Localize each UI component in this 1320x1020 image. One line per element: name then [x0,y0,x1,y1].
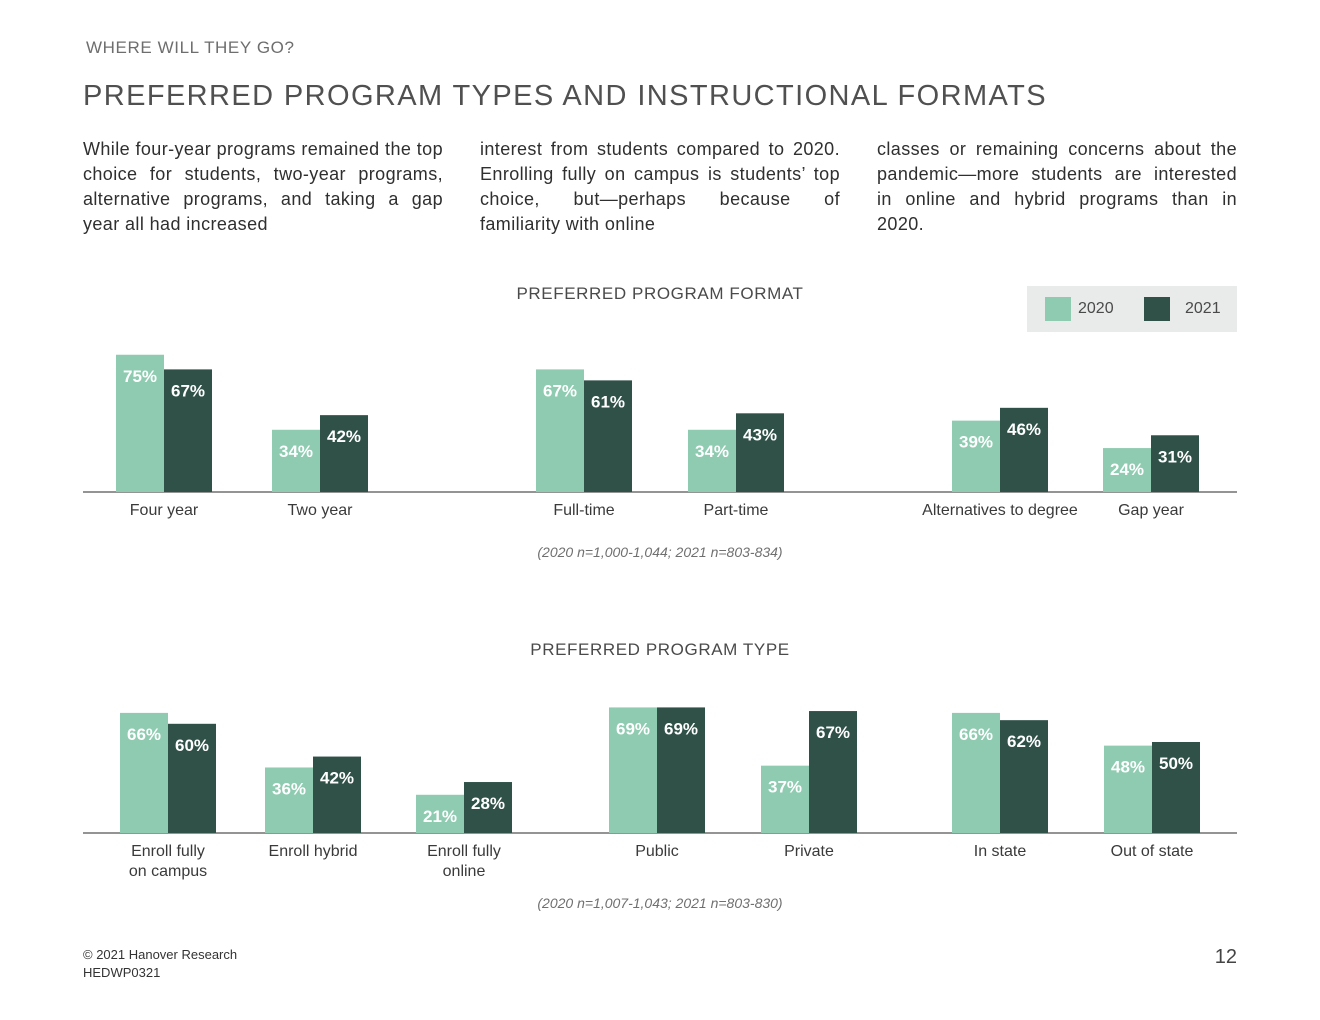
copyright-text: © 2021 Hanover Research [83,947,238,962]
category-label-enroll-fully-online-line1: Enroll fully [427,843,501,860]
bar-gap-year-2020 [1103,448,1151,492]
data-label-two-year-2021: 42% [327,427,361,446]
category-label-gap-year: Gap year [1118,502,1184,519]
category-label-enroll-hybrid: Enroll hybrid [269,843,358,860]
data-label-gap-year-2021: 31% [1158,447,1192,466]
bar-four-year-2020 [116,354,164,492]
category-label-part-time: Part-time [704,502,769,519]
bar-full-time-2021 [584,380,632,492]
bar-gap-year-2021 [1151,435,1199,492]
data-label-private-2020: 37% [768,778,802,797]
category-label-out-of-state: Out of state [1111,843,1194,860]
footer: © 2021 Hanover Research HEDWP0321 [83,946,237,982]
data-label-alternatives-to-degree-2021: 46% [1007,420,1041,439]
bar-enroll-fully-on-campus-2021 [168,723,216,833]
bar-full-time-2020 [536,369,584,492]
data-label-enroll-fully-on-campus-2021: 60% [175,736,209,755]
data-label-four-year-2020: 75% [123,367,157,386]
bar-alternatives-to-degree-2021 [1000,407,1048,492]
chart-program-type: 66% 60% Enroll fully on campus 36% 42% Enroll … [83,707,1237,880]
category-label-four-year: Four year [130,502,199,519]
bar-out-of-state-2021 [1152,742,1200,833]
legend: 2020 2021 [1027,286,1237,332]
bar-in-state-2021 [1000,720,1048,833]
sample-note-type: (2020 n=1,007-1,043; 2021 n=803-830) [537,895,783,911]
legend-label-2020: 2020 [1078,300,1114,317]
data-label-enroll-fully-on-campus-2020: 66% [127,725,161,744]
data-label-enroll-fully-online-2021: 28% [471,794,505,813]
chart-title-type: PREFERRED PROGRAM TYPE [530,640,790,659]
eyebrow-heading: WHERE WILL THEY GO? [86,38,295,57]
data-label-public-2020: 69% [616,719,650,738]
category-label-in-state: In state [974,843,1027,860]
chart-program-format: 75% 67% Four year 34% 42% Two year 67% 61% Full-… [83,354,1237,519]
bar-enroll-hybrid-2021 [313,756,361,833]
bar-four-year-2021 [164,369,212,492]
category-label-enroll-fully-on-campus-line2: on campus [129,863,207,880]
data-label-in-state-2020: 66% [959,725,993,744]
bar-out-of-state-2020 [1104,745,1152,833]
data-label-alternatives-to-degree-2020: 39% [959,433,993,452]
legend-swatch-2020 [1045,297,1071,321]
data-label-full-time-2021: 61% [591,392,625,411]
data-label-four-year-2021: 67% [171,381,205,400]
bar-private-2020 [761,765,809,833]
data-label-enroll-hybrid-2021: 42% [320,769,354,788]
category-label-full-time: Full-time [553,502,614,519]
data-label-out-of-state-2020: 48% [1111,758,1145,777]
category-label-private: Private [784,843,834,860]
page-number: 12 [1214,946,1237,968]
bar-enroll-fully-online-2021 [464,782,512,833]
data-label-part-time-2020: 34% [695,442,729,461]
bar-public-2020 [609,707,657,833]
data-label-enroll-fully-online-2020: 21% [423,807,457,826]
data-label-public-2021: 69% [664,719,698,738]
bar-public-2021 [657,707,705,833]
category-label-enroll-fully-online-line2: online [443,863,486,880]
legend-swatch-2021 [1144,297,1170,321]
bar-part-time-2021 [736,413,784,492]
page-title: PREFERRED PROGRAM TYPES AND INSTRUCTIONA… [83,80,1047,112]
data-label-two-year-2020: 34% [279,442,313,461]
category-label-public: Public [635,843,679,860]
bar-two-year-2021 [320,415,368,492]
bar-private-2021 [809,711,857,833]
data-label-private-2021: 67% [816,723,850,742]
bar-alternatives-to-degree-2020 [952,420,1000,492]
bar-in-state-2020 [952,712,1000,833]
category-label-alternatives-to-degree: Alternatives to degree [922,502,1078,519]
bar-two-year-2020 [272,429,320,492]
bar-enroll-fully-online-2020 [416,794,464,833]
intro-column-1: While four-year programs remained the to… [83,139,443,234]
legend-label-2021: 2021 [1185,300,1221,317]
bar-enroll-fully-on-campus-2020 [120,712,168,833]
chart-title-format: PREFERRED PROGRAM FORMAT [516,284,804,303]
bar-enroll-hybrid-2020 [265,767,313,833]
bar-part-time-2020 [688,429,736,492]
data-label-full-time-2020: 67% [543,381,577,400]
data-label-in-state-2021: 62% [1007,732,1041,751]
data-label-enroll-hybrid-2020: 36% [272,779,306,798]
category-label-two-year: Two year [288,502,354,519]
data-label-part-time-2021: 43% [743,425,777,444]
intro-column-2: interest from students compared to 2020.… [480,139,840,234]
document-code: HEDWP0321 [83,965,161,980]
intro-column-3: classes or remaining concerns about the … [877,139,1237,234]
data-label-gap-year-2020: 24% [1110,460,1144,479]
category-label-enroll-fully-on-campus-line1: Enroll fully [131,843,205,860]
sample-note-format: (2020 n=1,000-1,044; 2021 n=803-834) [537,544,783,560]
data-label-out-of-state-2021: 50% [1159,754,1193,773]
